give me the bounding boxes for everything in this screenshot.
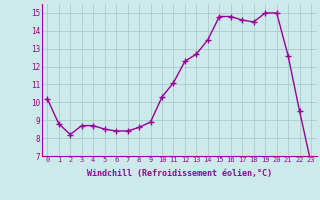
X-axis label: Windchill (Refroidissement éolien,°C): Windchill (Refroidissement éolien,°C) [87,169,272,178]
